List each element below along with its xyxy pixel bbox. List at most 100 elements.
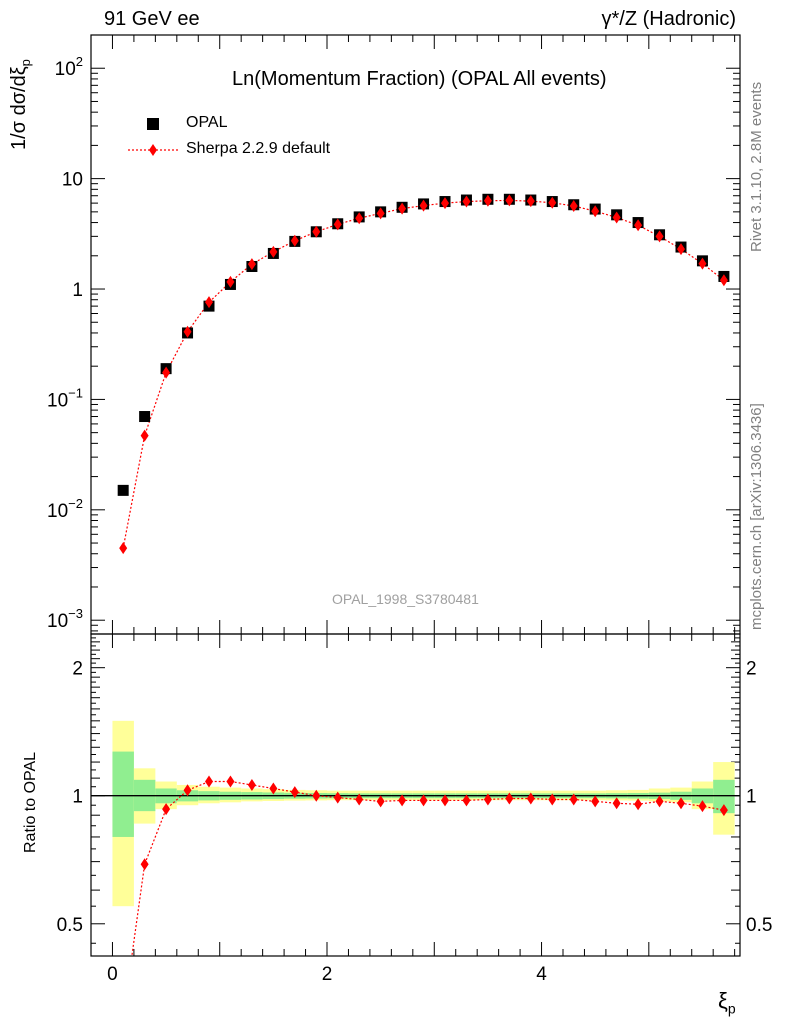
main-y-axis-label: 1/σ dσ/dξp: [8, 59, 33, 150]
main-sherpa-point: [376, 207, 385, 220]
main-sherpa-point: [312, 225, 321, 238]
main-sherpa-point: [526, 195, 535, 208]
ratio-band-inner: [112, 751, 134, 837]
main-sherpa-point: [483, 194, 492, 207]
ratio-sherpa-point: [183, 784, 192, 797]
main-sherpa-point: [441, 197, 449, 210]
main-sherpa-point: [183, 325, 192, 338]
x-tick-label: 0: [107, 964, 118, 985]
ratio-sherpa-point: [505, 792, 514, 805]
ratio-bands: [112, 720, 735, 907]
ratio-sherpa-point: [398, 794, 407, 807]
ratio-sherpa-point: [677, 797, 685, 810]
ratio-y-tick-label: 1: [72, 787, 83, 808]
main-sherpa-point: [677, 243, 685, 256]
main-sherpa-point: [333, 218, 342, 231]
main-sherpa-point: [398, 202, 407, 215]
ratio-sherpa-point: [162, 803, 171, 816]
main-sherpa-point: [140, 429, 149, 442]
plot-title-text: Ln(Momentum Fraction) (OPAL All events): [232, 68, 607, 90]
x-axis-label: ξp: [718, 988, 736, 1016]
legend-diamond-icon: [128, 144, 178, 156]
main-y-tick-label: 102: [55, 54, 83, 80]
legend-item-opal: OPAL: [128, 112, 388, 136]
ratio-sherpa-point: [333, 791, 342, 804]
ratio-sherpa-point: [634, 798, 643, 811]
main-y-tick-label: 10: [62, 170, 83, 191]
main-sherpa-point: [719, 274, 728, 287]
plot-title: Ln(Momentum Fraction) (OPAL All events): [232, 68, 607, 91]
legend-label-sherpa: Sherpa 2.2.9 default: [186, 140, 331, 157]
main-sherpa-point: [226, 275, 235, 288]
main-sherpa-point: [419, 199, 428, 212]
ratio-y-tick-label-right: 2: [746, 659, 757, 680]
main-sherpa-point: [269, 245, 278, 258]
ratio-sherpa-point: [140, 858, 149, 871]
main-sherpa-point: [569, 199, 578, 212]
ratio-sherpa-point: [483, 793, 492, 806]
main-sherpa-point: [119, 542, 128, 555]
main-sherpa-point: [548, 196, 557, 209]
ratio-sherpa-point: [226, 775, 235, 788]
ratio-plot-frame: [90, 633, 741, 957]
x-tick-label: 4: [536, 964, 547, 985]
ratio-sherpa-point: [719, 804, 728, 817]
legend-square-icon: [147, 118, 159, 130]
ratio-sherpa-point: [698, 800, 707, 813]
ratio-sherpa-point: [269, 782, 278, 795]
main-y-tick-label: 10−2: [47, 496, 83, 522]
x-tick-label: 2: [322, 964, 333, 985]
main-sherpa-point: [290, 234, 299, 247]
main-sherpa-point: [591, 205, 600, 218]
ratio-sherpa-point: [419, 794, 428, 807]
legend: OPAL Sherpa 2.2.9 default: [128, 112, 388, 168]
main-sherpa-point: [205, 296, 213, 309]
main-sherpa-point: [355, 212, 364, 225]
main-sherpa-point: [247, 258, 256, 271]
header-left: 91 GeV ee: [104, 8, 200, 30]
ratio-series: [119, 775, 728, 1024]
header-right: γ*/Z (Hadronic): [601, 8, 736, 30]
ratio-sherpa-point: [247, 778, 256, 791]
main-sherpa-point: [462, 195, 471, 208]
main-y-tick-label: 1: [72, 280, 83, 301]
ratio-sherpa-point: [526, 792, 535, 805]
ratio-band-inner: [713, 779, 735, 814]
ratio-sherpa-point: [355, 793, 364, 806]
x-axis-label-text: ξp: [718, 988, 736, 1017]
main-y-axis-label-text: 1/σ dσ/dξp: [8, 59, 33, 150]
ratio-sherpa-point: [290, 786, 299, 799]
ratio-sherpa-point: [376, 795, 385, 808]
ratio-sherpa-point: [591, 795, 600, 808]
legend-item-sherpa: Sherpa 2.2.9 default: [128, 138, 388, 162]
ratio-sherpa-point: [612, 797, 621, 810]
main-opal-point: [117, 484, 129, 496]
main-sherpa-point: [505, 194, 514, 207]
ratio-sherpa-line: [131, 780, 725, 956]
main-sherpa-line: [122, 199, 725, 549]
ratio-y-tick-label-right: 1: [746, 787, 757, 808]
main-sherpa-point: [655, 230, 664, 243]
main-sherpa-point: [634, 219, 643, 232]
main-sherpa-point: [698, 257, 707, 270]
ratio-sherpa-point: [655, 795, 664, 808]
main-y-tick-label: 10−1: [47, 385, 83, 411]
main-y-tick-label: 10−3: [47, 606, 83, 632]
ratio-sherpa-point: [462, 794, 471, 807]
ratio-sherpa-point: [119, 1012, 127, 1024]
ratio-y-axis-label: Ratio to OPAL: [22, 751, 39, 853]
ratio-sherpa-point: [548, 793, 557, 806]
ratio-sherpa-point: [205, 775, 213, 788]
main-sherpa-point: [162, 366, 171, 379]
analysis-watermark: OPAL_1998_S3780481: [332, 591, 479, 607]
ratio-y-tick-label: 0.5: [57, 915, 83, 936]
main-sherpa-point: [612, 211, 621, 224]
main-opal-point: [139, 411, 151, 423]
ratio-y-tick-label: 2: [72, 659, 83, 680]
ratio-sherpa-point: [312, 789, 321, 802]
ratio-y-tick-label-right: 0.5: [746, 915, 772, 936]
legend-label-opal: OPAL: [186, 114, 228, 131]
ratio-sherpa-point: [569, 793, 578, 806]
ratio-sherpa-point: [441, 794, 449, 807]
